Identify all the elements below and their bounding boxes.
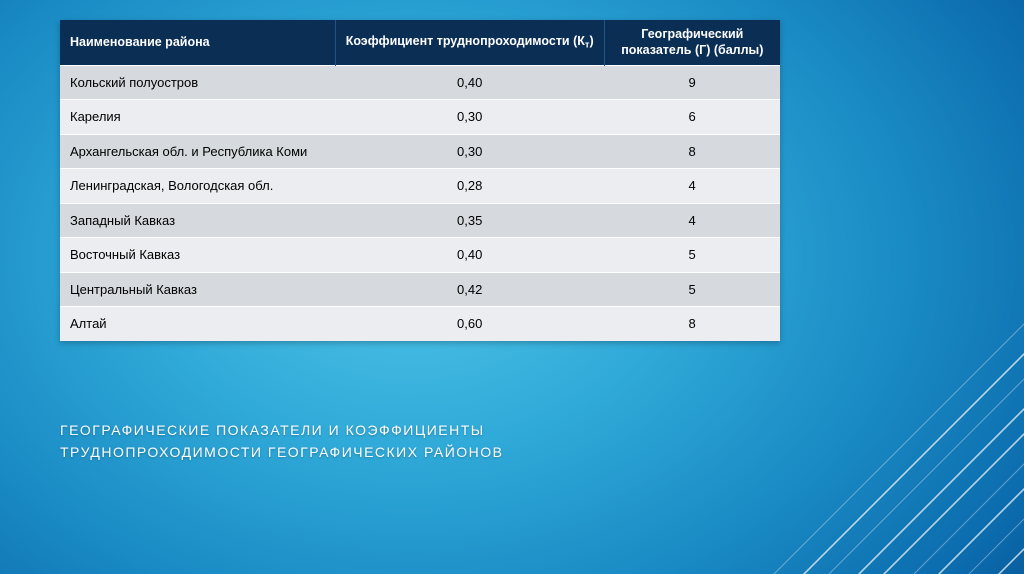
cell-name: Кольский полуостров	[60, 65, 335, 100]
cell-coeff: 0,28	[335, 169, 604, 204]
table-body: Кольский полуостров 0,40 9 Карелия 0,30 …	[60, 65, 780, 341]
cell-coeff: 0,60	[335, 307, 604, 341]
col-header-coeff: Коэффициент труднопроходимости (Кт)	[335, 20, 604, 65]
slide-caption: ГЕОГРАФИЧЕСКИЕ ПОКАЗАТЕЛИ И КОЭФФИЦИЕНТЫ…	[60, 420, 680, 463]
col-header-geo: Географический показатель (Г) (баллы)	[604, 20, 780, 65]
col-header-coeff-label: Коэффициент труднопроходимости (Кт)	[346, 34, 594, 48]
table-row: Алтай 0,60 8	[60, 307, 780, 341]
cell-coeff: 0,40	[335, 65, 604, 100]
cell-geo: 9	[604, 65, 780, 100]
cell-geo: 5	[604, 238, 780, 273]
table-container: Наименование района Коэффициент труднопр…	[60, 20, 780, 341]
cell-geo: 5	[604, 272, 780, 307]
cell-geo: 8	[604, 307, 780, 341]
cell-coeff: 0,42	[335, 272, 604, 307]
cell-coeff: 0,35	[335, 203, 604, 238]
cell-coeff: 0,30	[335, 100, 604, 135]
cell-name: Восточный Кавказ	[60, 238, 335, 273]
cell-geo: 8	[604, 134, 780, 169]
table-row: Восточный Кавказ 0,40 5	[60, 238, 780, 273]
cell-name: Ленинградская, Вологодская обл.	[60, 169, 335, 204]
cell-name: Алтай	[60, 307, 335, 341]
slide: Наименование района Коэффициент труднопр…	[0, 0, 1024, 574]
table-row: Карелия 0,30 6	[60, 100, 780, 135]
cell-coeff: 0,40	[335, 238, 604, 273]
table-header: Наименование района Коэффициент труднопр…	[60, 20, 780, 65]
table-row: Кольский полуостров 0,40 9	[60, 65, 780, 100]
cell-name: Карелия	[60, 100, 335, 135]
col-header-name: Наименование района	[60, 20, 335, 65]
table-row: Ленинградская, Вологодская обл. 0,28 4	[60, 169, 780, 204]
cell-geo: 4	[604, 203, 780, 238]
cell-name: Западный Кавказ	[60, 203, 335, 238]
cell-name: Архангельская обл. и Республика Коми	[60, 134, 335, 169]
cell-coeff: 0,30	[335, 134, 604, 169]
table-row: Западный Кавказ 0,35 4	[60, 203, 780, 238]
table-header-row: Наименование района Коэффициент труднопр…	[60, 20, 780, 65]
cell-geo: 6	[604, 100, 780, 135]
table-row: Центральный Кавказ 0,42 5	[60, 272, 780, 307]
cell-name: Центральный Кавказ	[60, 272, 335, 307]
table-row: Архангельская обл. и Республика Коми 0,3…	[60, 134, 780, 169]
data-table: Наименование района Коэффициент труднопр…	[60, 20, 780, 341]
cell-geo: 4	[604, 169, 780, 204]
